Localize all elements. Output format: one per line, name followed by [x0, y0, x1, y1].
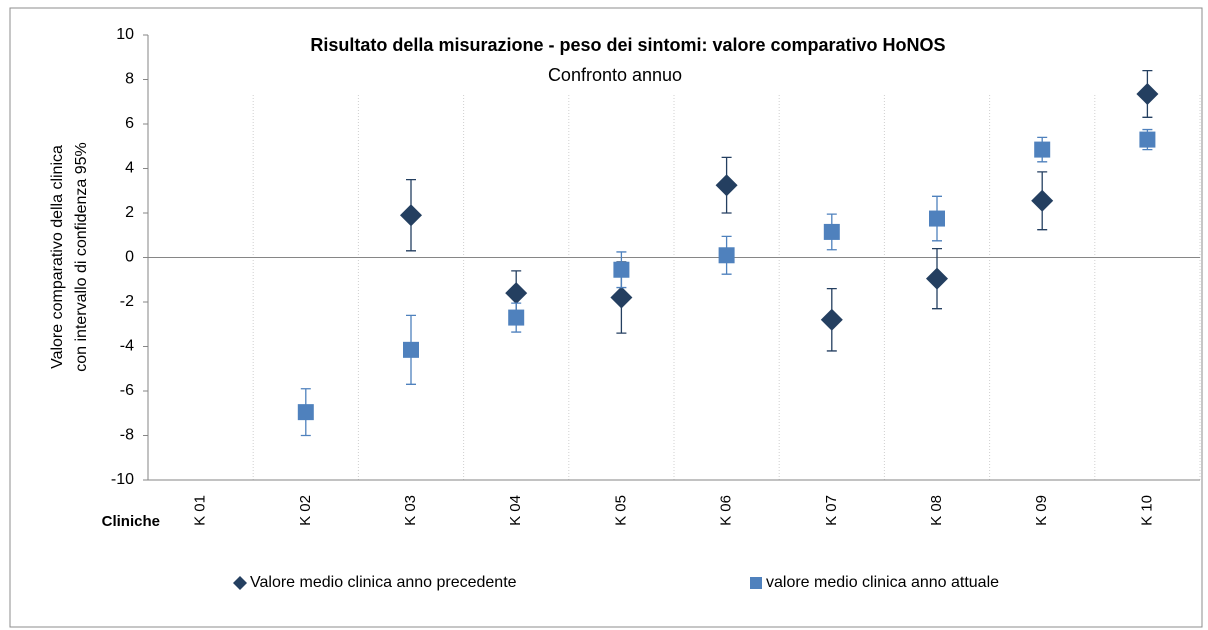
point-marker	[400, 204, 422, 227]
y-tick-label: 4	[125, 160, 134, 177]
legend-label: Valore medio clinica anno precedente	[250, 574, 517, 591]
point-marker	[505, 282, 528, 305]
point-marker	[820, 308, 843, 331]
x-tick-label: K 07	[823, 495, 840, 526]
legend-marker	[750, 577, 762, 589]
x-tick-label: K 08	[928, 495, 945, 526]
x-tick-label: K 03	[402, 495, 419, 526]
y-tick-label: 10	[116, 26, 134, 43]
point-marker	[1031, 189, 1054, 212]
point-marker	[403, 341, 419, 358]
chart-title: Risultato della misurazione - peso dei s…	[310, 35, 945, 55]
point-marker	[715, 174, 738, 197]
y-tick-label: 2	[125, 204, 134, 221]
y-tick-label: -2	[120, 293, 134, 310]
x-tick-label: K 09	[1033, 495, 1050, 526]
point-marker	[926, 267, 948, 290]
y-tick-label: 0	[125, 249, 134, 266]
x-tick-label: K 06	[718, 495, 735, 526]
x-tick-label: K 02	[297, 495, 314, 526]
point-marker	[1136, 82, 1159, 105]
y-tick-label: -10	[111, 471, 134, 488]
x-axis-label: Cliniche	[102, 513, 160, 530]
legend-marker	[233, 576, 247, 590]
y-axis-label: Valore comparativo della clinica	[49, 145, 66, 369]
x-tick-label: K 10	[1138, 495, 1155, 526]
point-marker	[823, 223, 840, 240]
y-tick-label: 6	[125, 115, 134, 132]
point-marker	[718, 247, 735, 264]
x-tick-label: K 05	[612, 495, 629, 526]
y-axis-label: con intervallo di confidenza 95%	[73, 142, 90, 371]
x-tick-label: K 01	[192, 495, 209, 526]
y-tick-label: 8	[125, 71, 134, 88]
point-marker	[1034, 141, 1051, 158]
legend-label: valore medio clinica anno attuale	[766, 574, 999, 591]
point-marker	[297, 404, 314, 421]
y-tick-label: -8	[120, 427, 134, 444]
point-marker	[1139, 131, 1156, 148]
point-marker	[613, 261, 630, 278]
y-tick-label: -6	[120, 382, 134, 399]
point-marker	[508, 309, 525, 326]
x-tick-label: K 04	[507, 495, 524, 526]
point-marker	[610, 286, 633, 309]
chart-frame	[9, 7, 1203, 628]
point-marker	[929, 210, 945, 227]
y-tick-label: -4	[120, 338, 134, 355]
chart-subtitle: Confronto annuo	[548, 65, 682, 85]
